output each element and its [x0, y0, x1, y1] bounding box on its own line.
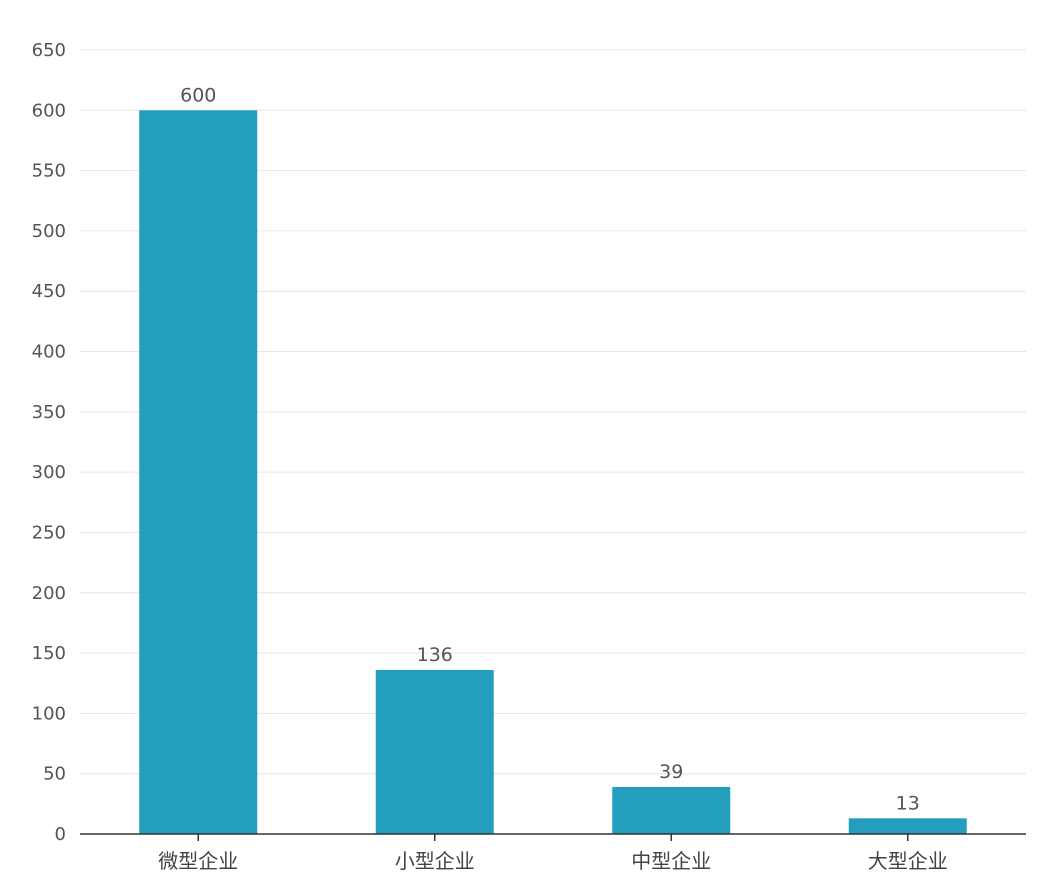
y-tick-label: 500 — [32, 221, 66, 242]
y-tick-label: 400 — [32, 342, 66, 363]
y-tick-label: 300 — [32, 462, 66, 483]
y-tick-label: 50 — [43, 764, 66, 785]
x-axis: 微型企业 小型企业 中型企业 大型企业 — [80, 833, 1026, 873]
y-tick-label: 450 — [32, 281, 66, 302]
y-tick-label: 100 — [32, 703, 66, 724]
y-tick-label: 600 — [32, 100, 66, 121]
bar-value-label: 13 — [896, 792, 920, 814]
y-tick-label: 550 — [32, 161, 66, 182]
y-tick-label: 150 — [32, 643, 66, 664]
bar-1[interactable] — [139, 110, 258, 835]
x-category-label: 中型企业 — [631, 849, 711, 873]
y-tick-label: 200 — [32, 583, 66, 604]
x-category-label: 小型企业 — [395, 849, 475, 873]
y-tick-label: 650 — [32, 40, 66, 61]
bar-value-label: 39 — [659, 761, 683, 783]
x-category-label: 大型企业 — [868, 849, 948, 873]
y-tick-label: 250 — [32, 522, 66, 543]
x-category-label: 微型企业 — [158, 849, 238, 873]
bar-4[interactable] — [848, 818, 967, 834]
bar-2[interactable] — [375, 669, 494, 834]
bars — [139, 110, 967, 835]
y-tick-label: 0 — [55, 824, 66, 845]
bar-3[interactable] — [612, 786, 731, 834]
bar-value-label: 136 — [417, 644, 453, 666]
y-axis-ticks: 0 50 100 150 200 250 300 350 400 450 500 550 600 650 — [32, 40, 66, 845]
bar-value-label: 600 — [180, 84, 216, 106]
value-labels: 600 136 39 13 — [180, 84, 920, 814]
y-tick-label: 350 — [32, 402, 66, 423]
